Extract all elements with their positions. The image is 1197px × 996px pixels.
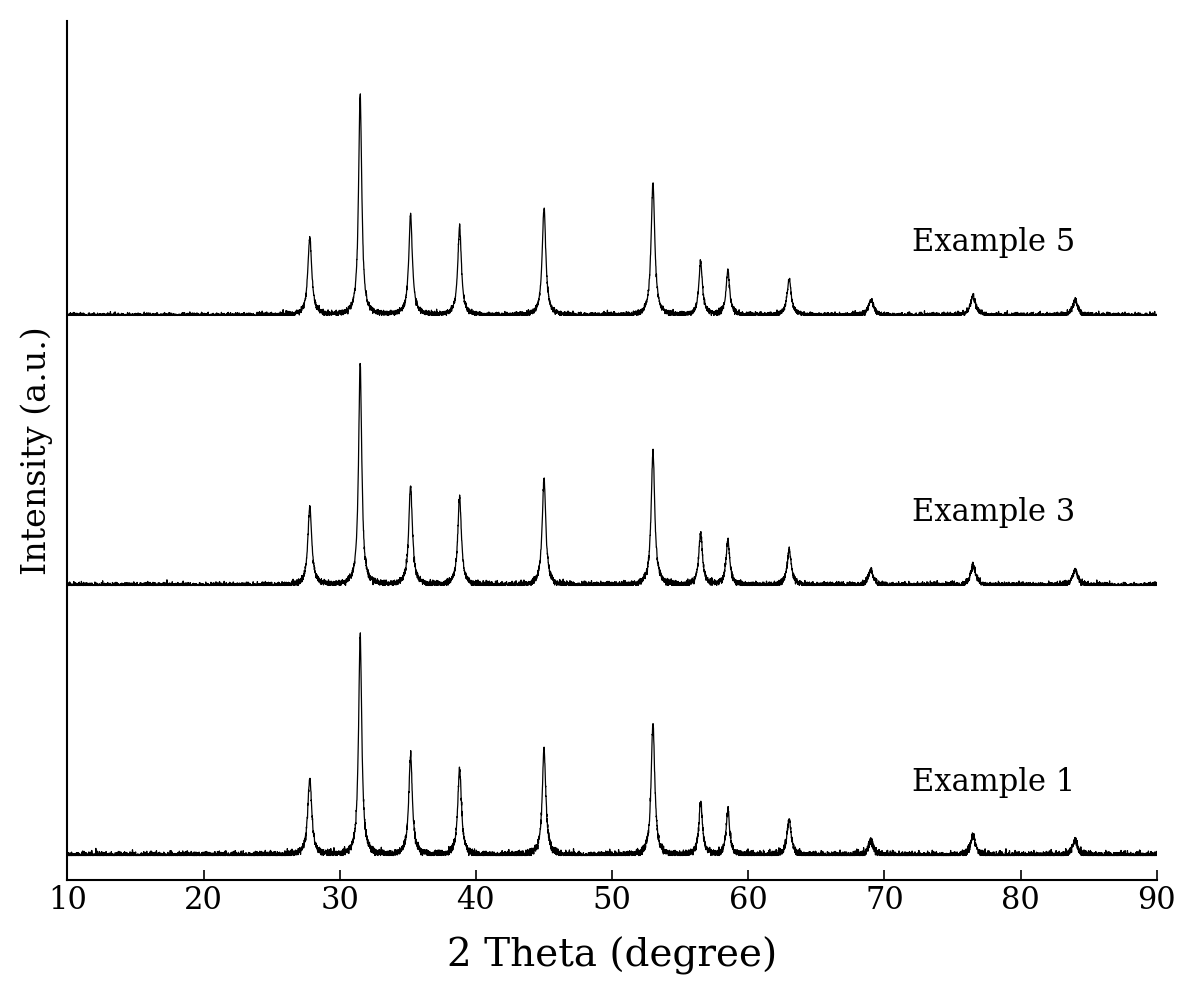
Text: Example 3: Example 3 — [912, 497, 1075, 528]
Y-axis label: Intensity (a.u.): Intensity (a.u.) — [20, 326, 54, 575]
X-axis label: 2 Theta (degree): 2 Theta (degree) — [446, 937, 777, 975]
Text: Example 5: Example 5 — [912, 227, 1075, 258]
Text: Example 1: Example 1 — [912, 767, 1075, 798]
